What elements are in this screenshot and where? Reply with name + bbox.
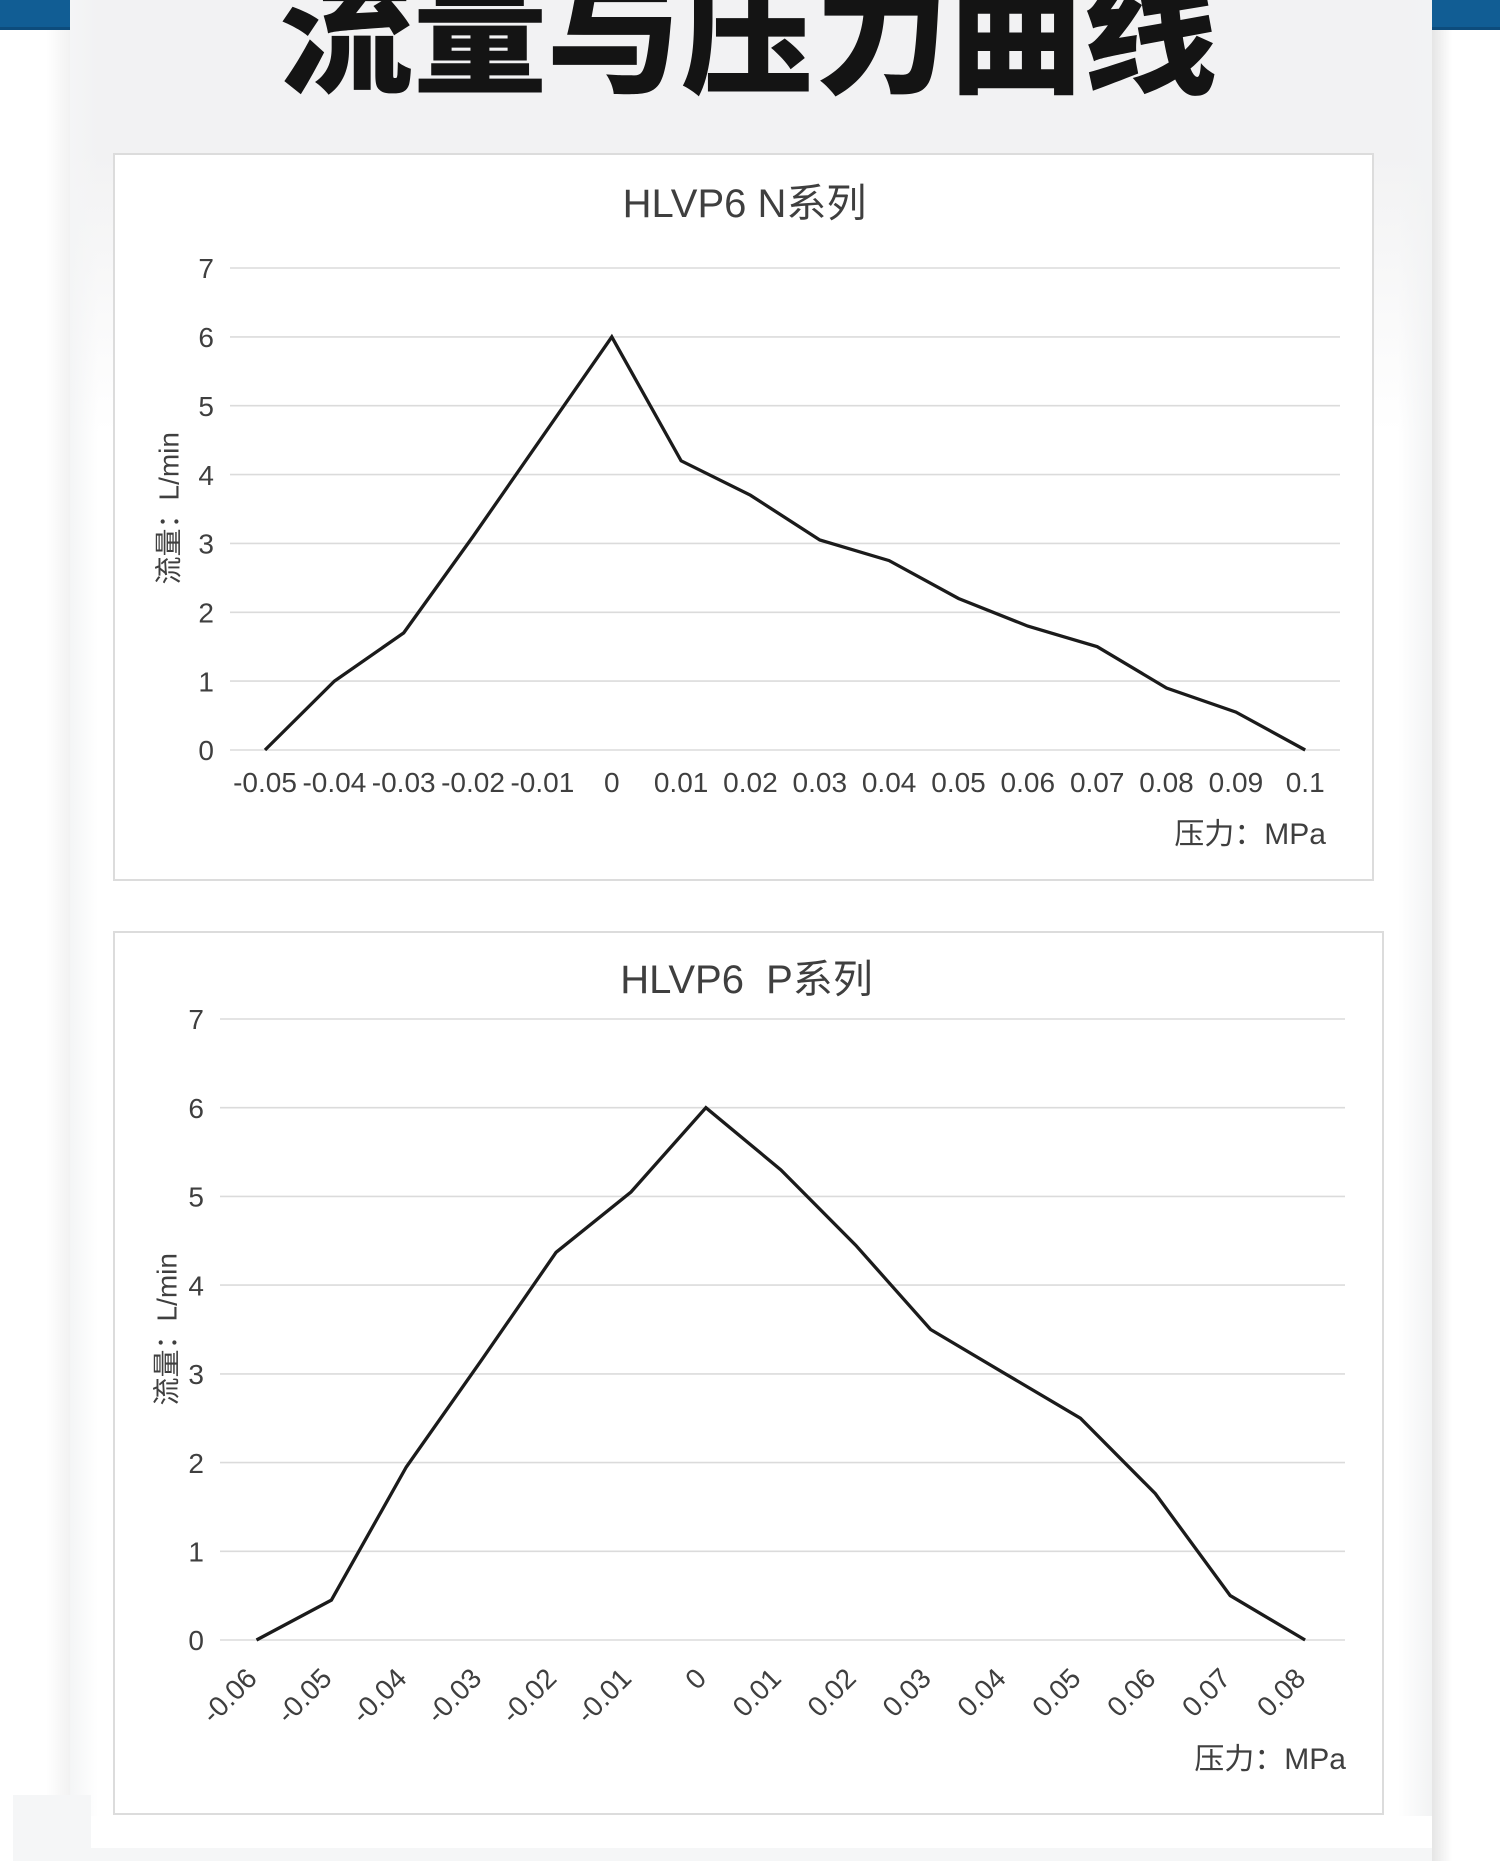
svg-text:7: 7 xyxy=(188,1004,204,1035)
svg-text:3: 3 xyxy=(188,1359,204,1390)
svg-text:MPa: MPa xyxy=(1264,818,1326,851)
svg-text:0.01: 0.01 xyxy=(654,767,709,798)
svg-text:0.06: 0.06 xyxy=(1101,1662,1161,1722)
svg-text:0.04: 0.04 xyxy=(951,1662,1011,1722)
svg-text:0.03: 0.03 xyxy=(793,767,848,798)
svg-text:2: 2 xyxy=(188,1448,204,1479)
svg-text:0.05: 0.05 xyxy=(1026,1662,1086,1722)
svg-text:1: 1 xyxy=(198,666,214,697)
svg-text:6: 6 xyxy=(198,322,214,353)
svg-text:0.01: 0.01 xyxy=(727,1662,787,1722)
svg-text:4: 4 xyxy=(188,1270,204,1301)
svg-text:-0.02: -0.02 xyxy=(495,1662,562,1729)
svg-text:0.1: 0.1 xyxy=(1286,767,1325,798)
svg-text:0.08: 0.08 xyxy=(1139,767,1194,798)
svg-text:0: 0 xyxy=(188,1625,204,1656)
svg-text:0.04: 0.04 xyxy=(862,767,917,798)
svg-text:0.06: 0.06 xyxy=(1001,767,1056,798)
svg-text:0.07: 0.07 xyxy=(1070,767,1125,798)
svg-text:3: 3 xyxy=(198,529,214,560)
svg-text:0.07: 0.07 xyxy=(1176,1662,1236,1722)
svg-text:7: 7 xyxy=(198,253,214,284)
svg-text:-0.04: -0.04 xyxy=(302,767,366,798)
svg-text:L/min: L/min xyxy=(151,1253,182,1321)
svg-text:HLVP6 P: HLVP6 P xyxy=(620,958,793,1002)
svg-text:-0.06: -0.06 xyxy=(196,1662,263,1729)
svg-text:0: 0 xyxy=(604,767,620,798)
svg-text:L/min: L/min xyxy=(153,432,184,500)
svg-text:0.09: 0.09 xyxy=(1209,767,1264,798)
svg-text:0: 0 xyxy=(198,735,214,766)
svg-text:0: 0 xyxy=(679,1662,712,1695)
svg-text:4: 4 xyxy=(198,460,214,491)
svg-text:HLVP6 N: HLVP6 N xyxy=(623,182,787,226)
svg-text:5: 5 xyxy=(188,1182,204,1213)
svg-text:-0.03: -0.03 xyxy=(372,767,436,798)
svg-text:-0.04: -0.04 xyxy=(345,1662,412,1729)
svg-text:-0.02: -0.02 xyxy=(441,767,505,798)
svg-text:MPa: MPa xyxy=(1284,1743,1346,1776)
svg-text:0.05: 0.05 xyxy=(931,767,986,798)
svg-text:6: 6 xyxy=(188,1093,204,1124)
svg-text:-0.05: -0.05 xyxy=(233,767,297,798)
svg-text:-0.05: -0.05 xyxy=(271,1662,338,1729)
svg-text:-0.01: -0.01 xyxy=(570,1662,637,1729)
svg-text:0.03: 0.03 xyxy=(876,1662,936,1722)
svg-text:0.02: 0.02 xyxy=(723,767,778,798)
svg-text:-0.01: -0.01 xyxy=(510,767,574,798)
svg-text:1: 1 xyxy=(188,1537,204,1568)
svg-text:5: 5 xyxy=(198,391,214,422)
svg-text:0.02: 0.02 xyxy=(801,1662,861,1722)
svg-text:0.08: 0.08 xyxy=(1251,1662,1311,1722)
svg-text:-0.03: -0.03 xyxy=(420,1662,487,1729)
svg-text:2: 2 xyxy=(198,598,214,629)
